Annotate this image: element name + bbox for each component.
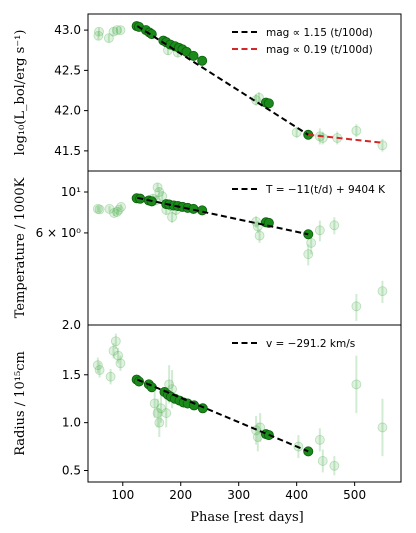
faint-data-point <box>254 92 264 103</box>
fit-line <box>136 378 309 453</box>
data-point <box>263 98 274 109</box>
faint-data-point <box>156 403 166 414</box>
y-tick-label: 0.5 <box>62 464 81 478</box>
faint-data-point <box>92 203 103 214</box>
faint-data-point <box>314 225 325 236</box>
x-tick-label: 400 <box>285 488 308 502</box>
fit-line <box>136 25 309 136</box>
faint-data-point <box>112 25 122 36</box>
faint-data-point <box>154 187 165 197</box>
panel-frame <box>87 324 402 483</box>
y-tick-label: 1.0 <box>62 416 81 430</box>
faint-data-point <box>167 212 177 223</box>
faint-data-point <box>164 379 175 390</box>
faint-data-point <box>152 182 163 193</box>
data-point <box>188 50 199 61</box>
temperature-panel: 6 × 10⁰ 10¹ 2.0 Temperature / 1000K T = −11(… <box>13 170 402 332</box>
legend-label: T = −11(t/d) + 9404 K <box>265 184 386 196</box>
faint-data-point <box>104 203 115 214</box>
faint-data-point <box>154 417 165 428</box>
faint-data-point <box>113 204 124 215</box>
x-axis-label: Phase [rest days] <box>190 510 304 525</box>
y-tick-label: 41.5 <box>54 144 81 158</box>
faint-data-point <box>103 33 114 44</box>
faint-data-point <box>157 191 168 202</box>
faint-data-point <box>329 220 340 231</box>
x-tick-label: 300 <box>227 488 250 502</box>
y-tick-label: 10¹ <box>61 185 81 199</box>
faint-data-point <box>317 456 328 466</box>
faint-data-point <box>94 365 105 375</box>
y-tick-label: 42.5 <box>54 63 81 77</box>
faint-data-point <box>110 336 121 347</box>
y-tick-label: 6 × 10⁰ <box>36 226 82 240</box>
faint-data-point <box>291 127 302 138</box>
faint-data-point <box>161 408 172 418</box>
data-point <box>263 217 274 228</box>
faint-data-point <box>108 26 119 37</box>
fit-line <box>137 196 309 236</box>
y-tick-label: 1.5 <box>62 368 81 382</box>
faint-data-point <box>377 286 388 297</box>
faint-data-point <box>152 408 163 418</box>
faint-data-point <box>314 434 325 445</box>
faint-data-point <box>94 26 104 37</box>
y-axis-label: Radius / 10¹⁵cm <box>13 351 28 456</box>
data-point <box>134 376 145 387</box>
faint-data-point <box>351 125 362 136</box>
fit-line <box>308 133 384 144</box>
faint-data-point <box>116 202 126 212</box>
faint-data-point <box>113 350 124 361</box>
faint-data-point <box>317 133 328 143</box>
faint-data-point <box>377 422 388 433</box>
faint-data-point <box>92 360 103 371</box>
faint-data-point <box>329 460 340 471</box>
faint-data-point <box>303 249 314 260</box>
faint-data-point <box>108 345 119 356</box>
faint-data-point <box>351 379 362 390</box>
legend-label: v = −291.2 km/s <box>266 338 355 350</box>
x-tick-label: 500 <box>343 488 366 502</box>
faint-data-point <box>115 358 126 369</box>
faint-data-point <box>149 398 160 409</box>
legend-label: mag ∝ 0.19 (t/100d) <box>266 44 373 56</box>
faint-data-point <box>351 301 362 312</box>
legend-label: mag ∝ 1.15 (t/100d) <box>266 27 373 39</box>
radius-panel: 0.5 1.0 1.5 Radius / 10¹⁵cm v = −291.2 km/s <box>13 324 402 483</box>
y-tick-label: 2.0 <box>62 318 81 332</box>
y-tick-label: 42.0 <box>54 104 81 118</box>
y-tick-label: 43.0 <box>54 23 81 37</box>
faint-data-point <box>306 237 317 248</box>
faint-data-point <box>94 204 105 215</box>
x-tick-label: 100 <box>111 488 134 502</box>
x-tick-label: 200 <box>169 488 192 502</box>
faint-data-point <box>112 207 122 217</box>
faint-data-point <box>109 208 119 218</box>
faint-data-point <box>254 230 265 241</box>
faint-data-point <box>105 371 116 382</box>
y-axis-label: Temperature / 1000K <box>13 177 28 318</box>
x-axis: 100 200 300 400 500 <box>111 482 366 502</box>
data-point <box>197 55 208 66</box>
faint-data-point <box>115 25 126 36</box>
y-axis-label: log₁₀(L_bol/erg s⁻¹) <box>13 30 28 156</box>
luminosity-panel: 41.5 42.0 42.5 43.0 log₁₀(L_bol/erg s⁻¹) mag … <box>13 13 402 172</box>
faint-data-point <box>93 30 104 41</box>
